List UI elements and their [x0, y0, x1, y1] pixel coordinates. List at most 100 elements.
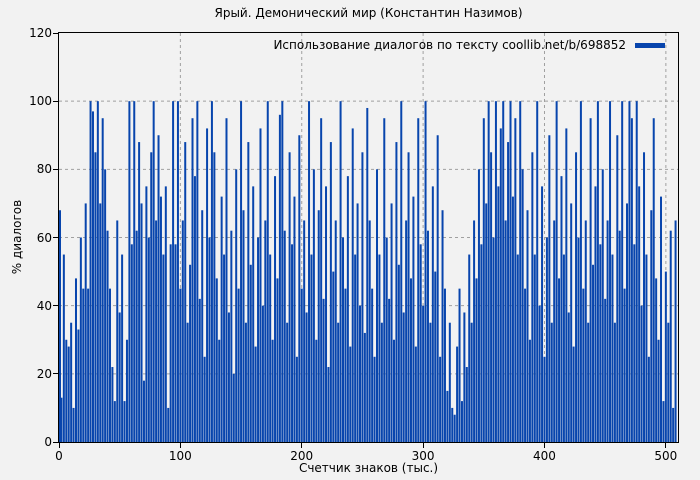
bar: [473, 220, 476, 442]
y-tick-mark: [53, 373, 58, 375]
bar: [397, 264, 400, 442]
bar: [502, 101, 505, 442]
bar: [344, 288, 347, 442]
bar: [193, 176, 196, 442]
bar: [174, 244, 177, 442]
bar: [300, 288, 303, 442]
bar: [492, 237, 495, 442]
bar: [116, 220, 119, 442]
bar: [203, 356, 206, 442]
bar: [424, 101, 427, 442]
chart-title: Ярый. Демонический мир (Константин Назим…: [214, 6, 523, 20]
bar: [407, 152, 410, 442]
bar: [101, 118, 104, 442]
bar: [611, 254, 614, 442]
y-tick-label: 0: [44, 435, 52, 449]
bar: [94, 152, 97, 442]
bar: [123, 401, 126, 442]
bar: [60, 397, 63, 442]
x-tick-label: 200: [290, 449, 314, 463]
bar: [536, 101, 539, 442]
bar: [237, 288, 240, 442]
bar: [643, 152, 646, 442]
bar: [652, 118, 655, 442]
bar: [150, 152, 153, 442]
bar: [616, 135, 619, 442]
bar: [560, 176, 563, 442]
y-tick-mark: [53, 237, 58, 238]
bar: [145, 186, 148, 442]
bar: [468, 254, 471, 442]
bar: [672, 407, 675, 442]
bar: [274, 176, 277, 442]
bar: [371, 288, 374, 442]
bar: [89, 101, 92, 442]
bar: [431, 186, 434, 442]
bar: [507, 142, 510, 442]
bar: [291, 244, 294, 442]
bar: [349, 346, 352, 442]
bar: [125, 339, 128, 442]
y-tick-mark: [53, 441, 58, 443]
bar: [317, 210, 320, 442]
bar: [477, 169, 480, 442]
bar: [181, 220, 184, 442]
bar: [528, 339, 531, 442]
bar: [108, 288, 111, 442]
bar: [342, 237, 345, 442]
x-tick-mark: [301, 443, 303, 448]
bar: [315, 339, 318, 442]
bar: [244, 322, 247, 442]
bar: [201, 210, 204, 442]
bar: [334, 220, 337, 442]
bar: [230, 230, 233, 442]
bar: [259, 128, 262, 442]
y-tick-label: 80: [36, 162, 52, 177]
bar: [575, 152, 578, 442]
bar: [164, 186, 167, 442]
bar: [548, 135, 551, 442]
bar: [426, 230, 429, 442]
bar: [509, 101, 512, 442]
bar: [184, 142, 187, 442]
bar: [380, 322, 383, 442]
bar: [582, 288, 585, 442]
legend-swatch: [635, 42, 665, 48]
bar: [91, 111, 94, 442]
bar: [414, 346, 417, 442]
bar: [392, 339, 395, 442]
bar: [587, 322, 590, 442]
bar: [531, 152, 534, 442]
bar: [645, 254, 648, 442]
bar: [276, 278, 279, 442]
bar: [257, 237, 260, 442]
bar: [376, 169, 378, 442]
bar: [82, 288, 85, 442]
bar: [628, 101, 631, 442]
bar: [308, 101, 311, 442]
bar: [220, 196, 223, 442]
y-tick-mark: [53, 100, 58, 102]
bar: [135, 230, 138, 442]
bar: [514, 118, 517, 442]
bar: [458, 288, 461, 442]
bar: [553, 220, 556, 442]
bar: [225, 118, 228, 442]
bar: [227, 312, 230, 442]
bar: [448, 322, 451, 442]
x-tick-mark: [422, 443, 424, 448]
bar: [589, 118, 592, 442]
bar: [429, 322, 432, 442]
bar: [167, 407, 170, 442]
x-tick-label: 400: [533, 449, 556, 463]
y-tick-label: 20: [36, 366, 52, 381]
bar: [96, 101, 99, 442]
bar: [395, 142, 398, 442]
bar: [283, 230, 286, 442]
bar: [339, 101, 342, 442]
bar: [152, 101, 155, 442]
y-tick-mark: [53, 168, 58, 170]
bar: [667, 322, 670, 442]
bar: [121, 254, 124, 442]
